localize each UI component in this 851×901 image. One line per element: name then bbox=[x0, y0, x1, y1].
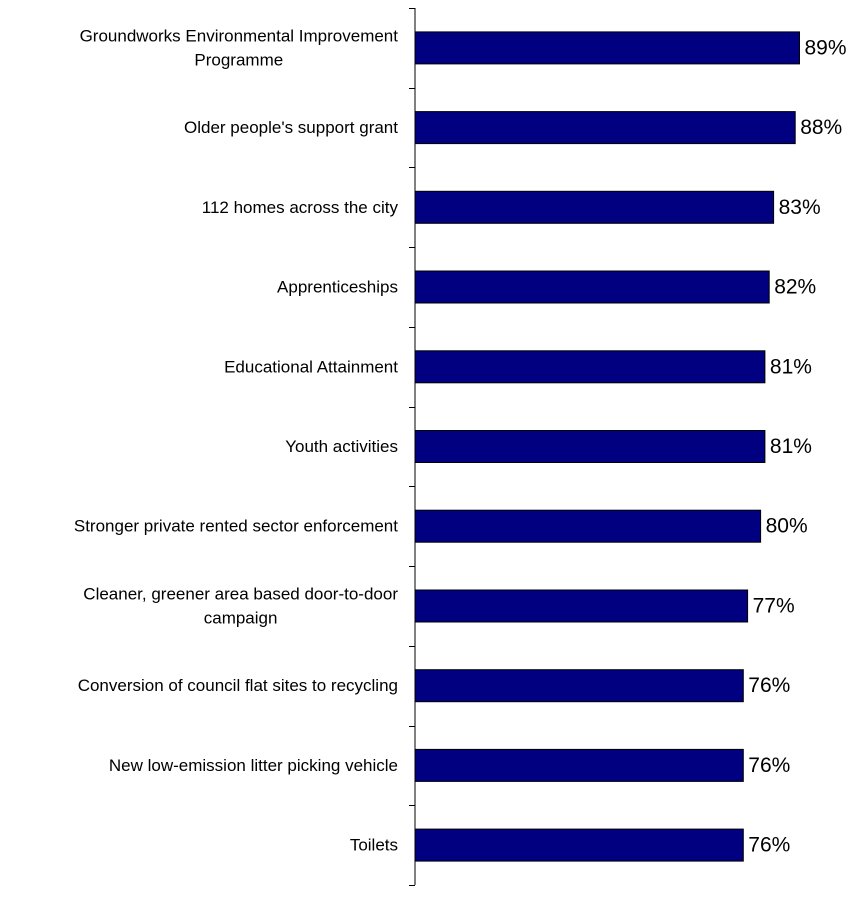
bar bbox=[414, 509, 762, 543]
data-label: 81% bbox=[770, 355, 812, 378]
category-label: Stronger private rented sector enforceme… bbox=[74, 517, 398, 536]
data-label: 76% bbox=[748, 754, 790, 777]
data-label: 81% bbox=[770, 435, 812, 458]
y-axis bbox=[409, 8, 416, 886]
category-label: Older people's support grant bbox=[184, 118, 398, 137]
data-label: 77% bbox=[753, 595, 795, 618]
data-label: 80% bbox=[766, 515, 808, 538]
bar bbox=[414, 589, 749, 623]
bar bbox=[414, 31, 800, 65]
category-label: Cleaner, greener area based door-to-door… bbox=[83, 585, 398, 628]
bar bbox=[414, 748, 744, 782]
bar bbox=[414, 669, 744, 703]
bar bbox=[414, 828, 744, 862]
bar bbox=[414, 270, 770, 304]
data-label: 83% bbox=[779, 196, 821, 219]
value-labels: 89% 88% 83% 82% 81% 81% 80% 77% 76% 76% 76% bbox=[748, 36, 846, 856]
category-label: Youth activities bbox=[285, 437, 398, 456]
data-label: 82% bbox=[774, 276, 816, 299]
data-label: 76% bbox=[748, 674, 790, 697]
bar bbox=[414, 430, 766, 463]
data-label: 76% bbox=[748, 834, 790, 857]
category-label: 112 homes across the city bbox=[202, 198, 399, 217]
category-label: Educational Attainment bbox=[224, 357, 398, 376]
data-label: 89% bbox=[805, 36, 847, 59]
category-label: Apprenticeships bbox=[277, 278, 398, 297]
category-label: Conversion of council flat sites to recy… bbox=[78, 676, 398, 695]
bars-layer bbox=[414, 31, 800, 862]
category-label: New low-emission litter picking vehicle bbox=[109, 756, 398, 775]
category-label: Toilets bbox=[350, 836, 398, 855]
bar bbox=[414, 111, 796, 145]
category-label: Groundworks Environmental Improvement Pro… bbox=[80, 26, 399, 69]
data-label: 88% bbox=[800, 116, 842, 139]
bar bbox=[414, 190, 775, 224]
bar bbox=[414, 350, 766, 384]
category-labels: Groundworks Environmental Improvement Pro… bbox=[74, 26, 399, 854]
